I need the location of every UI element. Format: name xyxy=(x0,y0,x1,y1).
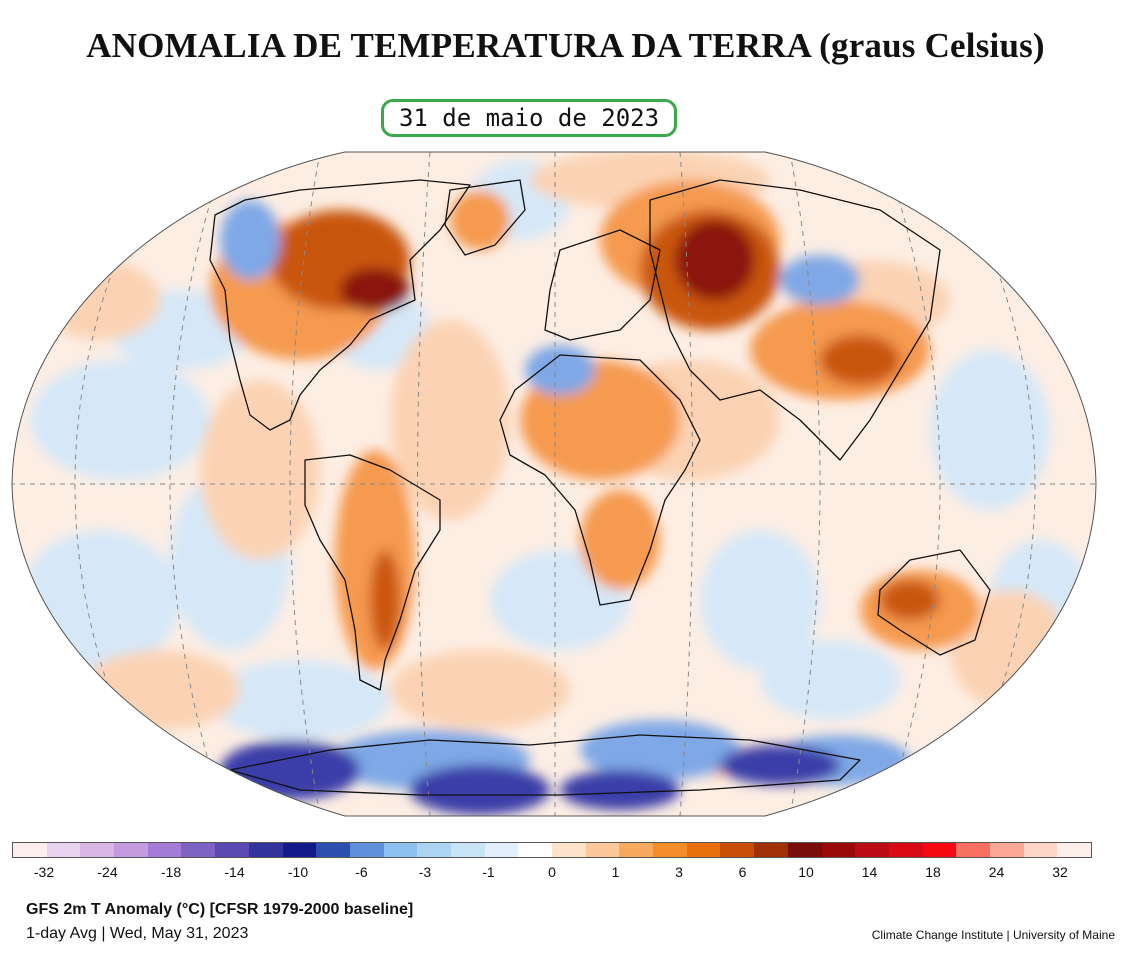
colorbar-segment xyxy=(147,843,182,857)
colorbar-segment xyxy=(215,843,249,857)
globe-field xyxy=(12,152,1096,816)
colorbar-segment xyxy=(653,843,687,857)
antarctica-outline xyxy=(229,734,861,796)
colorbar-segment xyxy=(787,843,822,857)
colorbar-tick-label: -3 xyxy=(418,864,432,880)
colorbar-segment xyxy=(383,843,418,857)
south-america-outline xyxy=(304,454,441,691)
colorbar-segment xyxy=(821,843,856,857)
colorbar-segment xyxy=(316,843,350,857)
colorbar-tick-label: 6 xyxy=(738,864,747,880)
data-source-label: GFS 2m T Anomaly (°C) [CFSR 1979-2000 ba… xyxy=(26,901,414,918)
colorbar xyxy=(12,842,1092,858)
colorbar-tick-label: 10 xyxy=(798,864,814,880)
colorbar-segment xyxy=(518,843,552,857)
north-america-outline xyxy=(209,179,471,431)
colorbar-tick-label: 18 xyxy=(925,864,941,880)
colorbar-segment xyxy=(248,843,283,857)
europe-outline xyxy=(544,229,661,341)
colorbar-segment xyxy=(1023,843,1058,857)
colorbar-tick-label: 1 xyxy=(611,864,620,880)
colorbar-segment xyxy=(585,843,620,857)
colorbar-segment xyxy=(720,843,755,857)
colorbar-segment xyxy=(922,843,957,857)
colorbar-tick-label: 0 xyxy=(548,864,556,880)
colorbar-segment xyxy=(552,843,586,857)
colorbar-segment xyxy=(114,843,148,857)
averaging-label: 1-day Avg | Wed, May 31, 2023 xyxy=(26,925,249,942)
colorbar-segment xyxy=(46,843,81,857)
colorbar-tick-label: -10 xyxy=(287,864,309,880)
colorbar-tick-label: 24 xyxy=(988,864,1005,880)
colorbar-segment xyxy=(686,843,721,857)
colorbar-tick-label: 14 xyxy=(861,864,878,880)
colorbar-tick-label: -14 xyxy=(224,864,245,880)
colorbar-tick-label: 3 xyxy=(675,864,683,880)
australia-outline xyxy=(877,549,991,656)
colorbar-segment xyxy=(484,843,519,857)
colorbar-segment xyxy=(80,843,115,857)
credit-label: Climate Change Institute | University of… xyxy=(871,928,1115,942)
colorbar-tick-label: -32 xyxy=(33,864,55,880)
colorbar-tick-label: -6 xyxy=(355,864,368,880)
africa-outline xyxy=(499,354,701,606)
colorbar-segment xyxy=(754,843,788,857)
colorbar-segment xyxy=(855,843,889,857)
colorbar-segment xyxy=(989,843,1024,857)
colorbar-segment xyxy=(619,843,654,857)
colorbar-segment xyxy=(888,843,923,857)
colorbar-tick-label: -18 xyxy=(160,864,182,880)
colorbar-segment xyxy=(13,843,47,857)
date-label: 31 de maio de 2023 xyxy=(381,99,677,137)
colorbar-segment xyxy=(450,843,485,857)
globe-border xyxy=(11,151,1097,817)
colorbar-tick-label: -1 xyxy=(482,864,495,880)
asia-outline xyxy=(649,179,941,461)
colorbar-segment xyxy=(349,843,384,857)
colorbar-tick-label: 32 xyxy=(1052,864,1068,880)
colorbar-ticks: -32 -24 -18 -14 -10 -6 -3 -1 0 1 3 6 10 14 18 24 32 xyxy=(0,864,1131,884)
colorbar-segment xyxy=(956,843,990,857)
colorbar-segment xyxy=(282,843,317,857)
temperature-anomaly-map xyxy=(11,151,1097,817)
coastlines xyxy=(209,179,991,796)
colorbar-segment xyxy=(181,843,216,857)
colorbar-tick-label: -24 xyxy=(97,864,118,880)
graticule xyxy=(12,152,1096,816)
greenland-outline xyxy=(444,179,526,256)
colorbar-segment xyxy=(417,843,451,857)
colorbar-segment xyxy=(1057,843,1091,857)
map-title: ANOMALIA DE TEMPERATURA DA TERRA (graus … xyxy=(86,26,1045,65)
